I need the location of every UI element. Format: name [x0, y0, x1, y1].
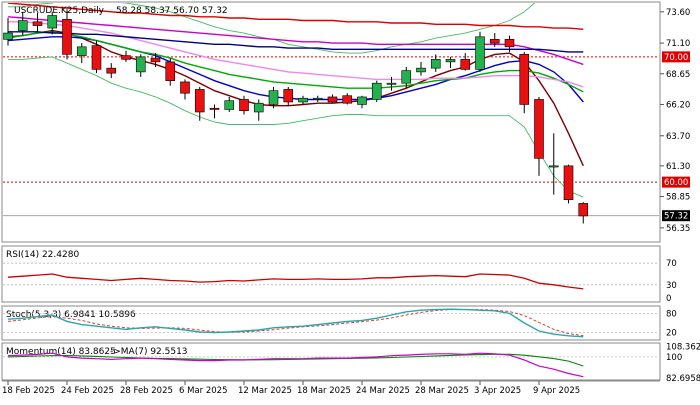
date-tick-label: 12 Mar 2025 — [238, 386, 292, 396]
level-badge-label: 60.00 — [664, 178, 688, 188]
moving-average-line — [7, 16, 584, 66]
stoch-main-line — [7, 308, 584, 338]
candle-body — [121, 55, 131, 60]
moving-average-line — [7, 29, 584, 167]
momentum-panel-frame — [1, 342, 661, 381]
candle-body — [224, 100, 235, 110]
candle-body — [194, 89, 205, 113]
candle-body — [283, 89, 294, 103]
date-tick-label: 24 Mar 2025 — [356, 386, 410, 396]
momentum-ma-line — [7, 353, 584, 367]
momentum-tick-label: 82.6958 — [666, 374, 700, 384]
price-tick-label: 61.30 — [666, 162, 690, 172]
candle-body — [32, 21, 43, 26]
price-tick-label: 58.85 — [666, 193, 690, 203]
candle-body — [416, 67, 426, 73]
moving-average-line — [7, 31, 584, 93]
candle-body — [135, 56, 146, 73]
momentum-label: Momentum(14) 83.8625 — [6, 347, 116, 357]
candle-body — [386, 82, 397, 85]
level-badge — [662, 51, 690, 63]
candle-body — [548, 165, 559, 168]
candle-body — [489, 39, 500, 44]
candle-body — [430, 59, 441, 69]
candle-body — [165, 61, 176, 81]
candle-body — [106, 67, 117, 74]
price-tick-label: 66.20 — [666, 100, 690, 110]
date-tick-label: 18 Mar 2025 — [297, 386, 351, 396]
candle-body — [91, 45, 102, 70]
candle-body — [519, 54, 530, 105]
candle-body — [47, 15, 58, 29]
candle-body — [253, 102, 264, 113]
rsi-tick-label: 70 — [666, 259, 677, 269]
candle-body — [563, 165, 574, 200]
level-badge — [662, 176, 690, 188]
price-tick-label: 56.35 — [666, 224, 690, 234]
moving-average-line — [8, 21, 584, 88]
chart-ohlc-header: 58.28 58.37 56.70 57.32 — [116, 6, 228, 16]
candle-body — [150, 57, 161, 63]
rsi-tick-label: 30 — [666, 281, 677, 291]
rsi-panel-frame — [1, 245, 661, 303]
date-tick-label: 6 Mar 2025 — [179, 386, 227, 396]
main-panel-frame — [1, 1, 661, 243]
stoch-label: Stoch(5,3,3) 6.9841 10.5896 — [6, 310, 136, 320]
moving-average-line — [7, 3, 584, 30]
candle-body — [76, 46, 87, 56]
candle-body — [371, 82, 382, 100]
rsi-tick-label: 0 — [666, 294, 671, 304]
candle-body — [180, 81, 190, 94]
candle-body — [445, 59, 456, 63]
candle-body — [534, 99, 544, 159]
price-tick-label: 73.60 — [666, 8, 690, 18]
chart-symbol-title: USCRUDE.K25,Daily — [14, 6, 105, 16]
candle-body — [298, 97, 308, 103]
momentum-tick-label: 100 — [666, 353, 682, 363]
bollinger-upper-line — [8, 3, 536, 54]
date-tick-label: 18 Feb 2025 — [2, 386, 55, 396]
candle-body — [17, 20, 28, 31]
rsi-label: RSI(14) 22.4280 — [6, 250, 79, 260]
rsi-line — [7, 273, 584, 290]
price-tick-label: 71.10 — [666, 39, 690, 49]
candle-body — [578, 203, 589, 217]
candle-body — [62, 18, 72, 55]
moving-average-line — [8, 31, 584, 53]
candle-body — [268, 90, 279, 105]
stoch-panel-frame — [1, 305, 661, 341]
candle-body — [504, 39, 515, 48]
stoch-tick-label: 80 — [666, 309, 677, 319]
candle-body — [460, 59, 471, 70]
momentum-main-line — [7, 352, 584, 378]
date-tick-label: 28 Mar 2025 — [415, 386, 469, 396]
last-price-label: 57.32 — [664, 212, 688, 222]
candle-body — [342, 95, 353, 104]
candle-body — [3, 32, 13, 40]
date-tick-label: 24 Feb 2025 — [61, 386, 114, 396]
price-tick-label: 63.70 — [666, 132, 690, 142]
candle-body — [475, 36, 485, 70]
candle-body — [312, 97, 323, 100]
date-tick-label: 9 Apr 2025 — [533, 386, 580, 396]
date-tick-label: 28 Feb 2025 — [120, 386, 173, 396]
bollinger-lower-line — [8, 56, 584, 198]
candle-body — [327, 96, 338, 103]
price-tick-label: 68.65 — [666, 70, 690, 80]
candle-body — [401, 70, 412, 84]
candle-body — [357, 96, 367, 105]
candle-body — [209, 107, 220, 110]
last-price-badge — [662, 210, 690, 222]
stoch-tick-label: 20 — [666, 329, 677, 339]
candle-body — [239, 99, 249, 112]
momentum-ma-label: ->MA(7) 92.5513 — [110, 347, 188, 357]
date-tick-label: 3 Apr 2025 — [474, 386, 521, 396]
level-badge-label: 70.00 — [664, 53, 688, 63]
